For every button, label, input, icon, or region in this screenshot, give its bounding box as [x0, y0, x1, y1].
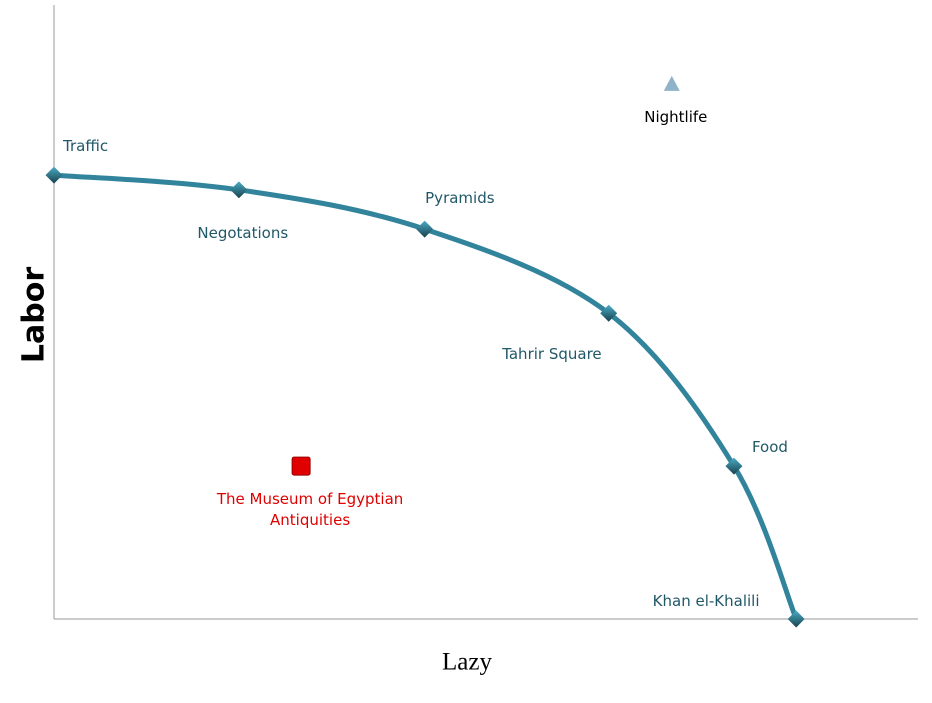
y-axis-title: Labor [17, 267, 52, 363]
point-label: Khan el-Khalili [652, 591, 760, 610]
point-label: Negotations [197, 224, 289, 243]
diamond-marker [725, 457, 743, 475]
point-label: Pyramids [425, 188, 495, 207]
diamond-marker [600, 304, 618, 322]
triangle-marker [663, 75, 680, 91]
point-label: The Museum of Egyptian Antiquities [216, 490, 404, 530]
x-axis-title: Lazy [442, 649, 492, 676]
diamond-marker [416, 220, 434, 238]
point-label: Nightlife [644, 108, 708, 127]
point-label: Food [751, 437, 788, 456]
diamond-marker [230, 181, 248, 199]
point-label: Tahrir Square [502, 344, 602, 363]
square-marker [291, 456, 311, 476]
curve [51, 172, 799, 622]
point-label: Traffic [63, 136, 109, 155]
diamond-marker [45, 166, 63, 184]
diamond-marker [787, 610, 805, 628]
